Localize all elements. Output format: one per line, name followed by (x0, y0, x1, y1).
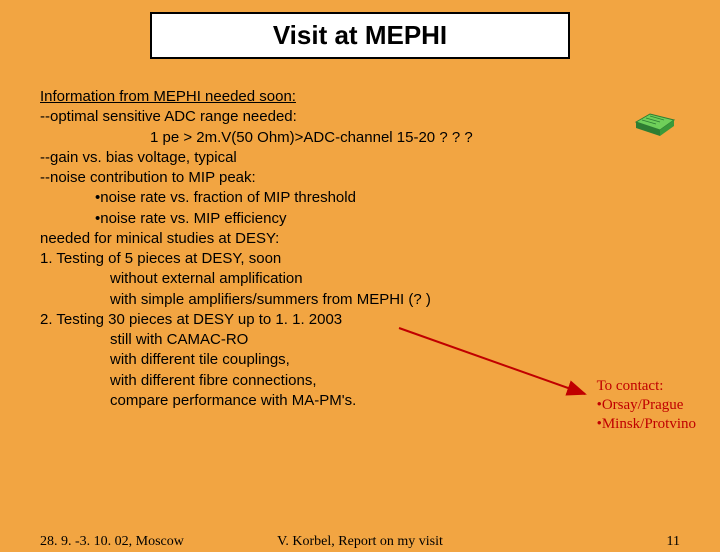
line: with simple amplifiers/summers from MEPH… (40, 290, 680, 310)
line: 1. Testing of 5 pieces at DESY, soon (40, 250, 281, 267)
line: without external amplification (40, 269, 680, 289)
contact-block: To contact: •Orsay/Prague •Minsk/Protvin… (597, 377, 696, 433)
footer-date: 28. 9. -3. 10. 02, Moscow (40, 534, 184, 550)
line: 2. Testing 30 pieces at DESY up to 1. 1.… (40, 311, 342, 328)
contact-title: To contact: (597, 377, 696, 396)
line: --gain vs. bias voltage, typical (40, 149, 237, 166)
line: •noise rate vs. fraction of MIP threshol… (40, 188, 680, 208)
line: •noise rate vs. MIP efficiency (40, 209, 680, 229)
line: 1 pe > 2m.V(50 Ohm)>ADC-channel 15-20 ? … (40, 128, 680, 148)
line: compare performance with MA-PM's. (40, 391, 680, 411)
contact-item: •Orsay/Prague (597, 396, 696, 415)
line: still with CAMAC-RO (40, 330, 680, 350)
line: with different fibre connections, (40, 371, 680, 391)
footer-author: V. Korbel, Report on my visit (277, 534, 443, 550)
title-box: Visit at MEPHI (150, 12, 570, 59)
body-text: Information from MEPHI needed soon: --op… (40, 87, 680, 411)
section-heading: Information from MEPHI needed soon: (40, 88, 296, 105)
page-title: Visit at MEPHI (273, 20, 447, 50)
page-number: 11 (667, 534, 680, 550)
line: with different tile couplings, (40, 350, 680, 370)
line: needed for minical studies at DESY: (40, 230, 279, 247)
line: --optimal sensitive ADC range needed: (40, 108, 297, 125)
chip-icon (630, 106, 680, 140)
line: --noise contribution to MIP peak: (40, 169, 256, 186)
contact-item: •Minsk/Protvino (597, 415, 696, 434)
